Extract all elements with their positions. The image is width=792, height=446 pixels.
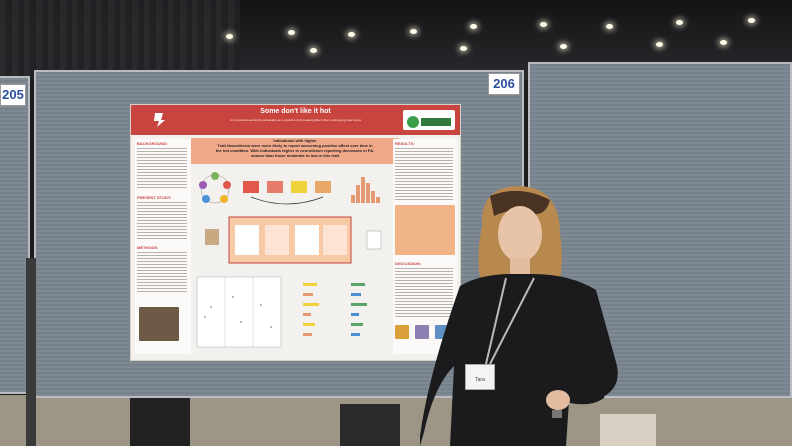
poster-header: Some don't like it hot An emotional sens… xyxy=(131,105,460,135)
ceiling-light xyxy=(720,40,727,45)
lab-photo xyxy=(139,307,179,341)
ceiling-light xyxy=(410,29,417,34)
histogram-figure xyxy=(351,177,380,203)
ceiling-light xyxy=(348,32,355,37)
bar-legend-figure xyxy=(303,283,367,336)
research-poster: Some don't like it hot An emotional sens… xyxy=(130,104,461,361)
key-finding-banner: Individuals with higher Trait Neuroticis… xyxy=(191,138,399,164)
chair xyxy=(600,414,656,446)
booth-number-206: 206 xyxy=(488,73,520,95)
scatter-plot-figure xyxy=(196,276,282,348)
section-methods: METHODS: xyxy=(137,245,159,250)
wristwatch xyxy=(552,410,562,418)
ceiling-light xyxy=(310,48,317,53)
panel-post xyxy=(26,258,36,446)
ceiling-light xyxy=(540,22,547,27)
poster-left-column: BACKGROUND: PRESENT STUDY: METHODS: xyxy=(135,139,191,354)
presenter-dress xyxy=(420,274,618,446)
presenter-face xyxy=(498,206,542,262)
results-table xyxy=(395,205,455,255)
poster-figures xyxy=(196,172,382,348)
ceiling-light xyxy=(460,46,467,51)
name-badge: Tara xyxy=(465,364,495,390)
section-results: RESULTS: xyxy=(395,141,415,146)
device-icon xyxy=(366,230,382,250)
equipment-photo xyxy=(205,229,219,245)
curtain xyxy=(0,0,240,80)
ceiling-light xyxy=(748,18,755,23)
panel-leg xyxy=(340,404,400,446)
qr-code xyxy=(395,325,409,339)
ceiling-light xyxy=(656,42,663,47)
poster-right-column: RESULTS: DISCUSSION: xyxy=(393,139,457,354)
ceiling-light xyxy=(606,24,613,29)
ceiling-light xyxy=(226,34,233,39)
poster-subtitle: An emotional sensitivity personality as … xyxy=(229,118,362,122)
trait-wheel-figure xyxy=(199,172,231,204)
panel-leg xyxy=(130,398,190,446)
poster-title: Some don't like it hot xyxy=(260,108,331,115)
ceiling-light xyxy=(560,44,567,49)
ceiling-light xyxy=(288,30,295,35)
section-present-study: PRESENT STUDY: xyxy=(137,195,172,200)
section-discussion: DISCUSSION: xyxy=(395,261,422,266)
booth-number-205: 205 xyxy=(0,84,26,106)
section-background: BACKGROUND: xyxy=(137,141,168,146)
qr-code xyxy=(415,325,429,339)
lab-logo xyxy=(403,110,455,130)
university-logo xyxy=(141,110,177,130)
ceiling-light xyxy=(676,20,683,25)
procedure-timeline-figure xyxy=(243,181,331,205)
presenter-hand xyxy=(546,390,570,410)
presenter xyxy=(420,186,618,446)
ceiling-light xyxy=(470,24,477,29)
left-display-panel xyxy=(0,76,30,394)
